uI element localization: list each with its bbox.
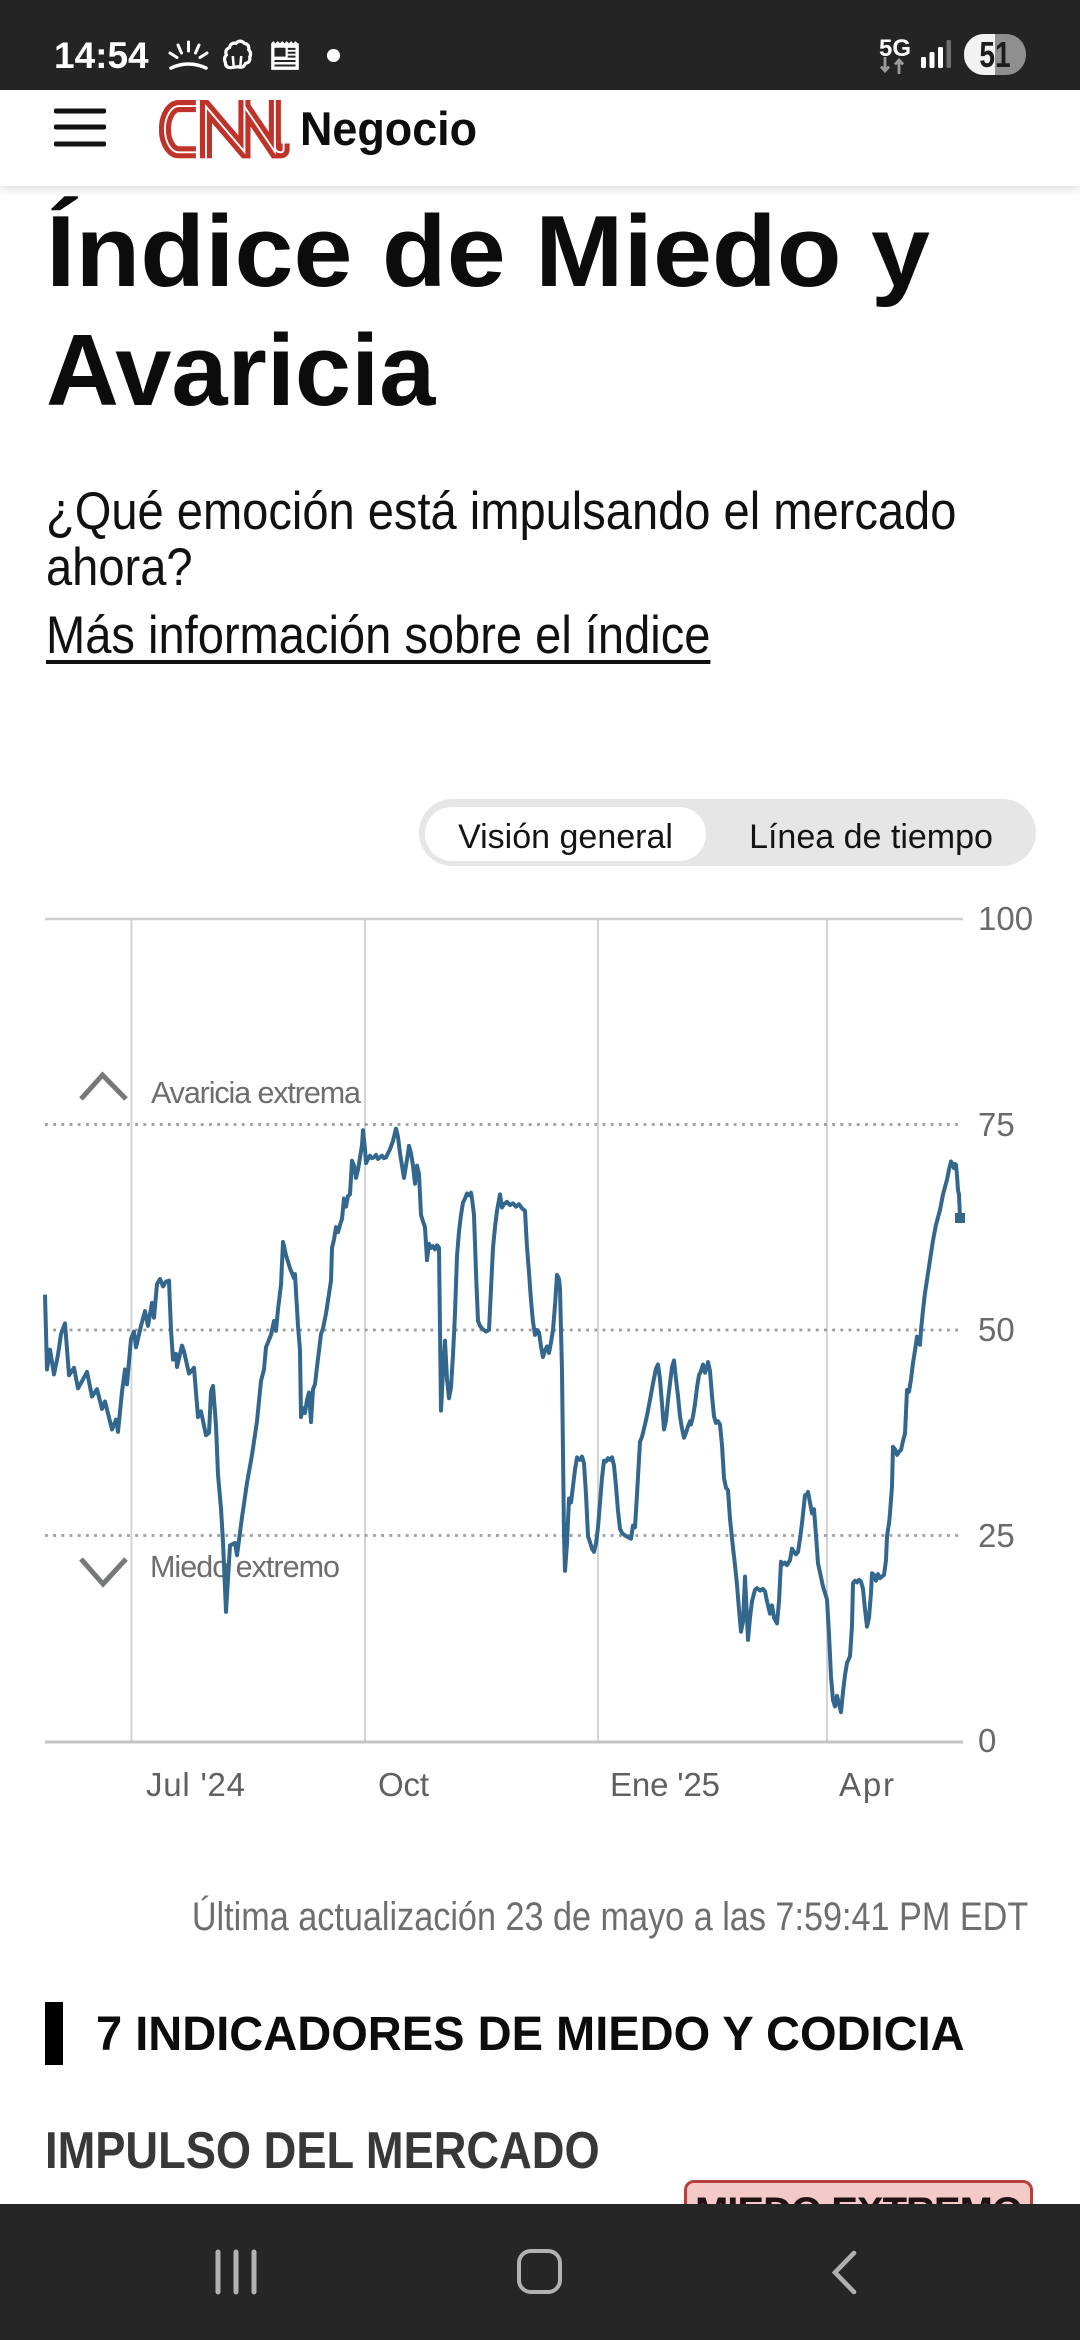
svg-text:Avaricia extrema: Avaricia extrema xyxy=(151,1076,361,1110)
svg-text:Oct: Oct xyxy=(378,1766,429,1803)
svg-text:75: 75 xyxy=(978,1106,1015,1143)
svg-text:Jul '24: Jul '24 xyxy=(146,1766,245,1803)
svg-text:100: 100 xyxy=(978,900,1033,937)
svg-text:50: 50 xyxy=(978,1311,1015,1348)
svg-text:Miedo extremo: Miedo extremo xyxy=(150,1550,340,1584)
svg-text:25: 25 xyxy=(978,1517,1015,1554)
svg-text:Ene '25: Ene '25 xyxy=(610,1766,720,1803)
svg-text:0: 0 xyxy=(978,1722,996,1759)
svg-text:Apr: Apr xyxy=(839,1766,894,1803)
